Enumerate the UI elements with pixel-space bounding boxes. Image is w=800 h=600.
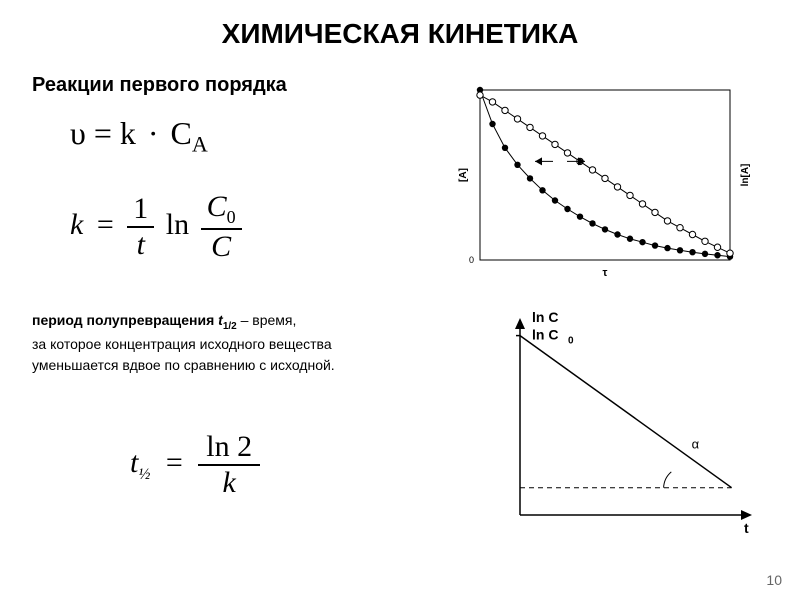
eq2-k: k: [70, 208, 83, 241]
half-life-description: период полупревращения t1/2 – время, за …: [32, 310, 335, 376]
eq1-dot: ·: [144, 115, 163, 151]
eq1-lhs: υ: [70, 115, 86, 151]
svg-text:α: α: [692, 437, 700, 452]
eq2-t: t: [127, 228, 154, 262]
eq1-subA: A: [192, 131, 208, 156]
svg-text:0: 0: [469, 255, 474, 265]
eq1-equals: =: [94, 115, 120, 151]
eq3-frac: ln 2 k: [198, 430, 260, 500]
desc-line2: за которое концентрация исходного вещест…: [32, 334, 335, 355]
page-title: ХИМИЧЕСКАЯ КИНЕТИКА: [0, 0, 800, 50]
desc-line3: уменьшается вдвое по сравнению с исходно…: [32, 355, 335, 376]
eq2-frac1: 1 t: [127, 192, 154, 262]
eq3-eq: =: [158, 446, 191, 479]
eq2-one: 1: [127, 192, 154, 228]
eq2-eq: =: [91, 208, 120, 241]
equation-rate-constant: k = 1 t ln C0 C: [70, 190, 242, 264]
eq2-C: C: [201, 230, 242, 264]
page-number: 10: [766, 572, 782, 588]
decay-chart: [A] ln[A] 0 τ: [450, 80, 760, 280]
equation-rate-law: υ = k · CA: [70, 115, 208, 157]
eq1-k: k: [120, 115, 136, 151]
eq3-ln2: ln 2: [198, 430, 260, 466]
eq2-C0: C0: [201, 190, 242, 230]
svg-text:0: 0: [568, 336, 574, 347]
section-subtitle: Реакции первого порядка: [32, 74, 287, 97]
svg-text:ln[A]: ln[A]: [740, 164, 751, 187]
svg-text:ln C: ln C: [532, 327, 558, 343]
svg-text:t: t: [744, 520, 749, 536]
svg-text:[A]: [A]: [458, 168, 469, 182]
eq1-C: C: [171, 115, 192, 151]
lnC-chart: ln C ln C 0 t α: [490, 310, 770, 540]
eq2-ln: ln: [162, 208, 189, 241]
eq2-frac2: C0 C: [201, 190, 242, 264]
svg-text:ln C: ln C: [532, 310, 558, 325]
eq3-sub: ½: [138, 466, 150, 483]
eq3-k: k: [198, 466, 260, 500]
svg-text:τ: τ: [603, 267, 608, 279]
equation-half-life: t½ = ln 2 k: [130, 430, 260, 500]
desc-line1: период полупревращения t1/2 – время,: [32, 310, 335, 334]
